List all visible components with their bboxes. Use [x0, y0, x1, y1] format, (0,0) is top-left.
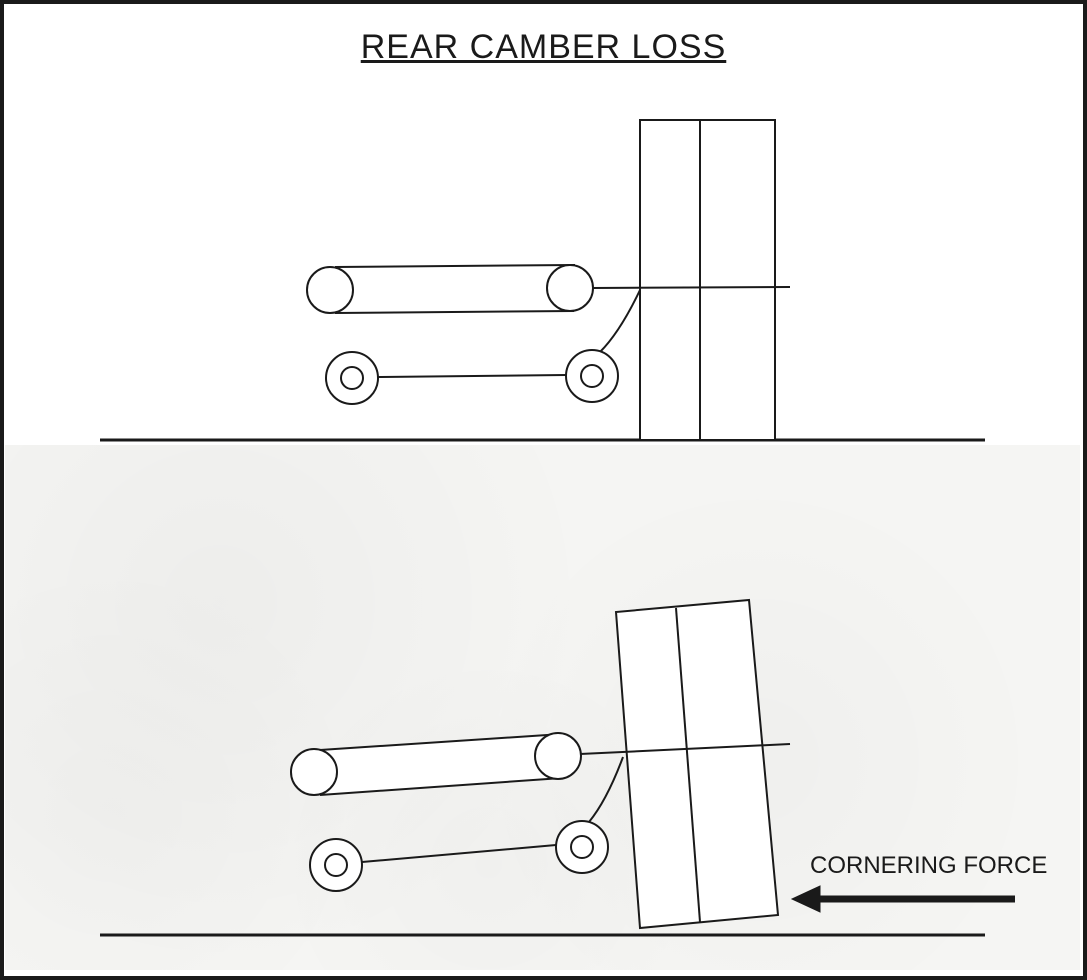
- lower-diagram: [0, 0, 1087, 980]
- diagram-page: REAR CAMBER LOSS CORNERING FORCE: [0, 0, 1087, 980]
